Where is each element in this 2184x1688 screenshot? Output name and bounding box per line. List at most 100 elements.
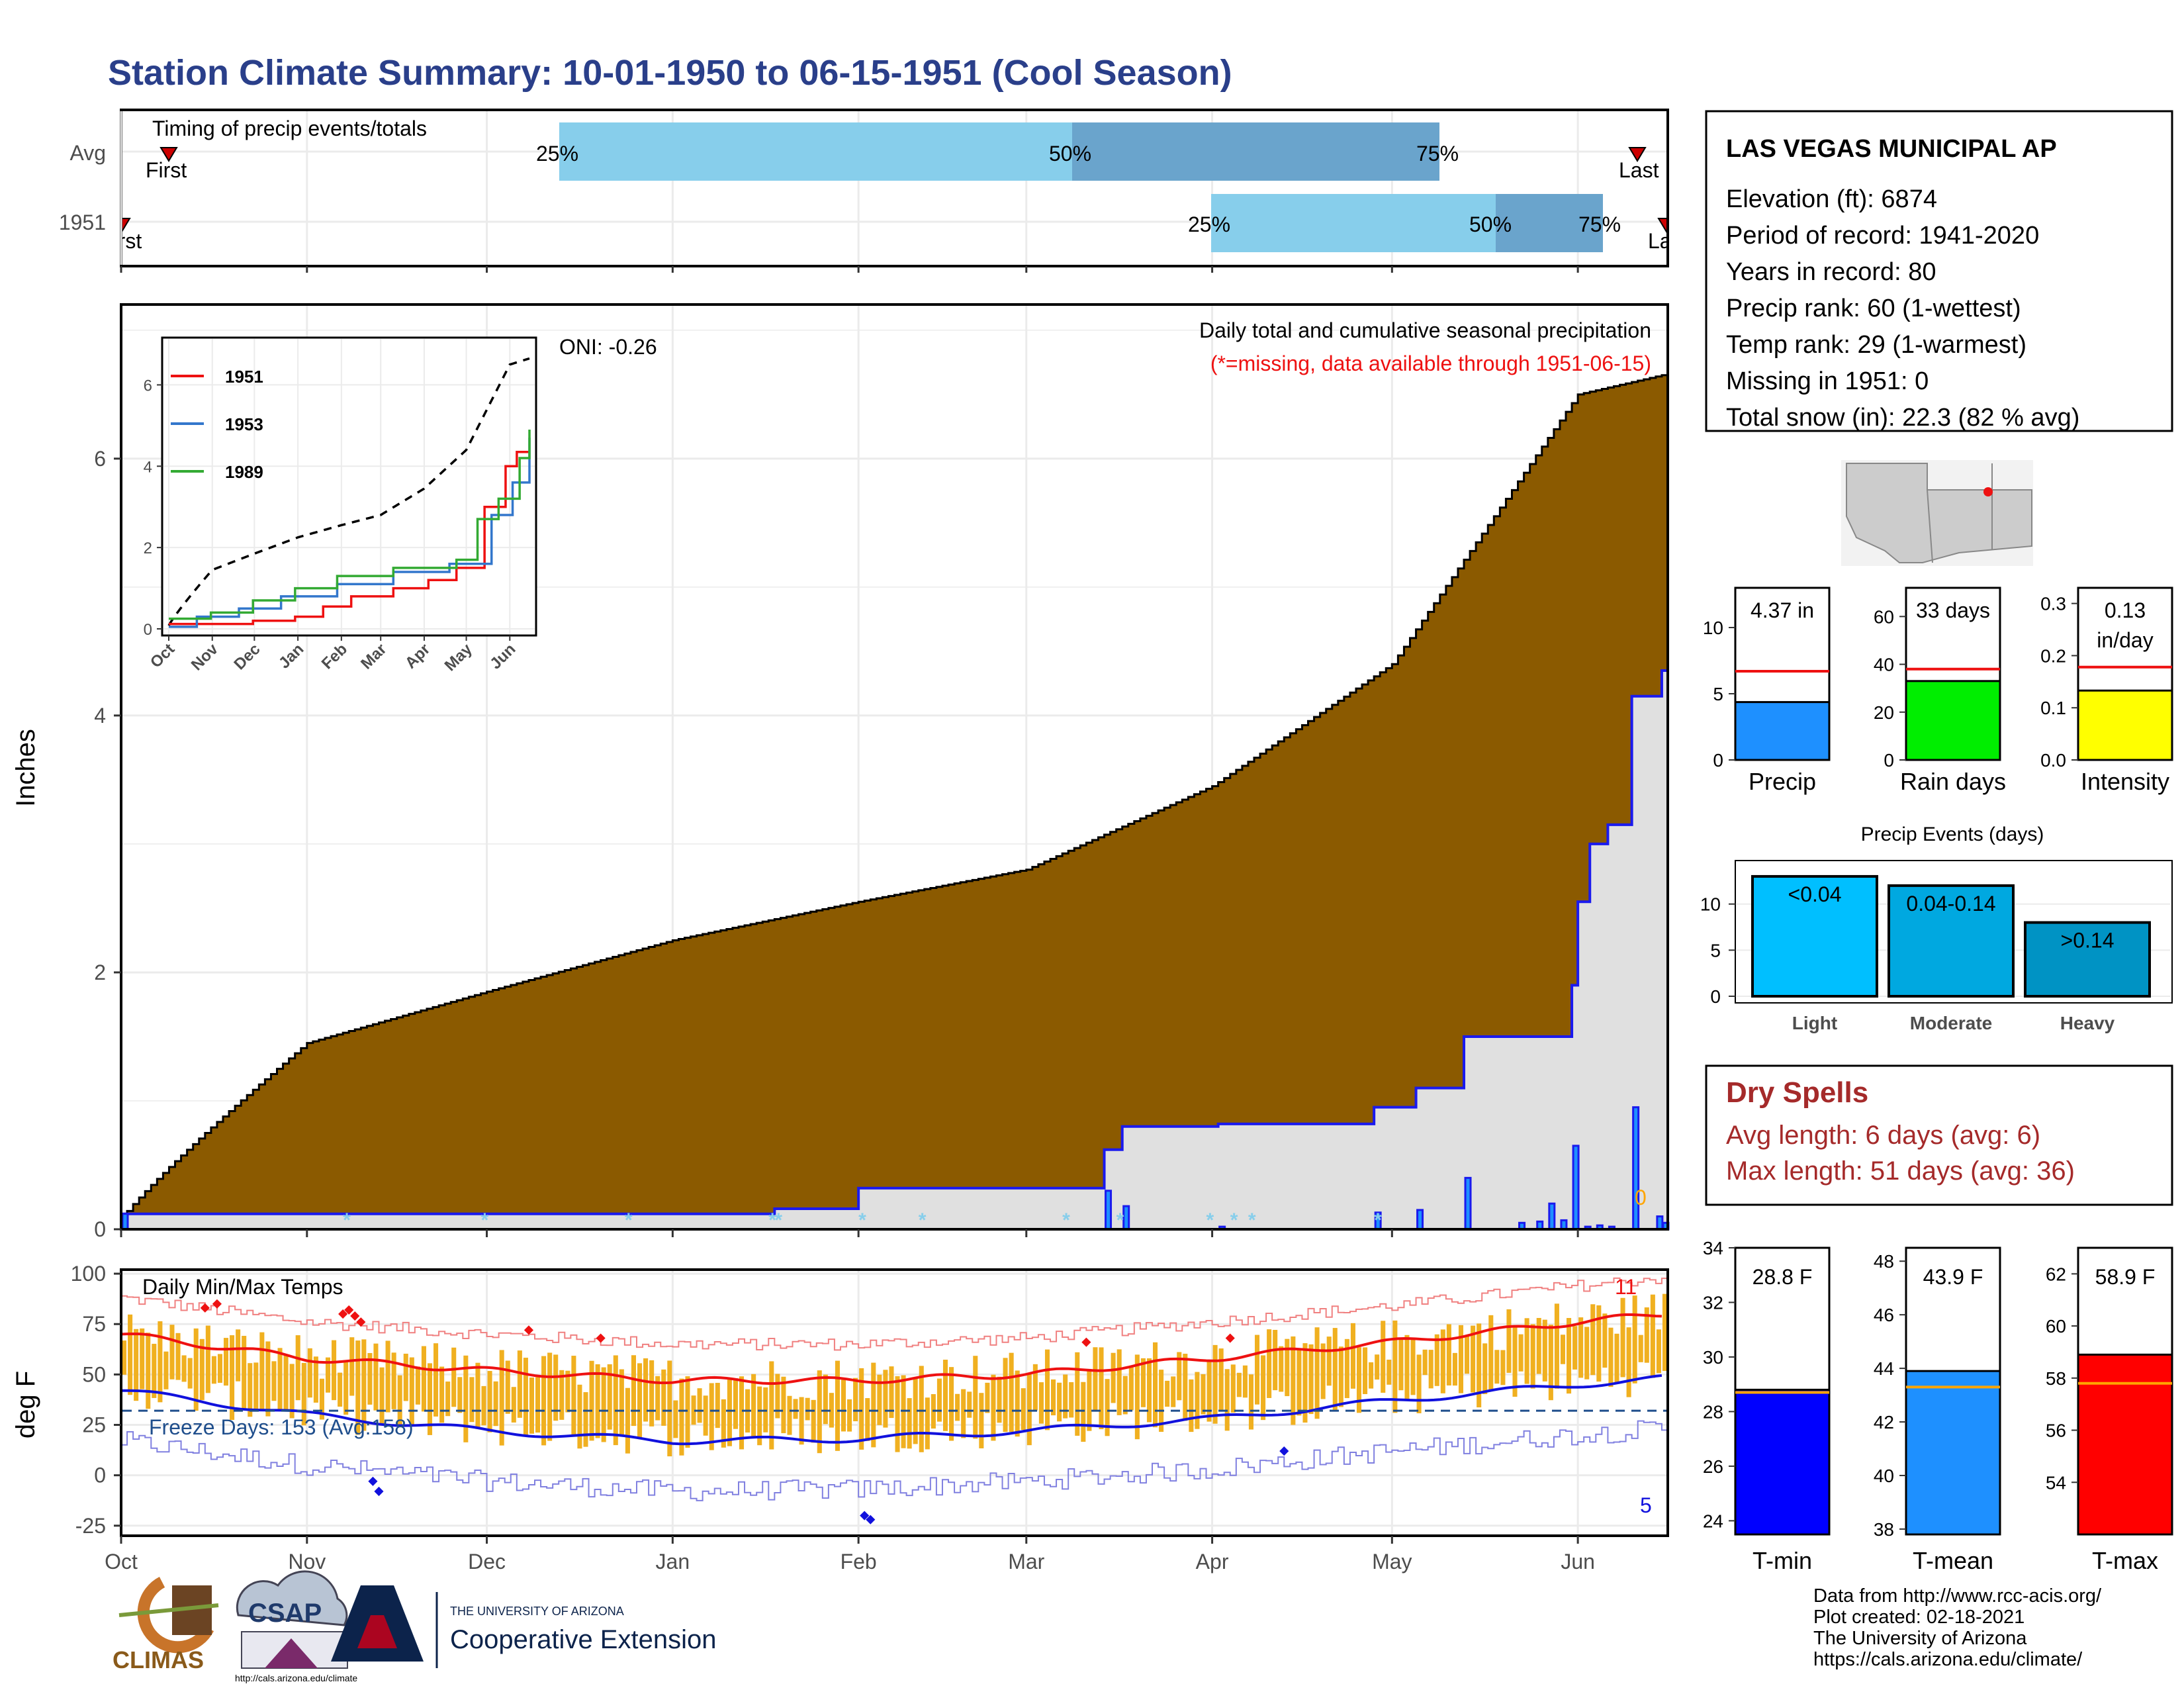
daily-temp-bar xyxy=(847,1399,852,1432)
temp-bar-label: T-min xyxy=(1752,1547,1812,1574)
daily-temp-bar xyxy=(625,1387,630,1454)
station-name: LAS VEGAS MUNICIPAL AP xyxy=(1726,135,2057,163)
daily-temp-bar xyxy=(1273,1329,1278,1391)
daily-temp-bar xyxy=(1614,1333,1619,1383)
daily-temp-bar xyxy=(571,1356,576,1437)
station-info-line: Period of record: 1941-2020 xyxy=(1726,222,2039,250)
mini-bar-tick-label: 60 xyxy=(1874,606,1894,627)
daily-temp-bar xyxy=(1662,1293,1667,1372)
events-bar-tag: 0.04-0.14 xyxy=(1906,892,1995,915)
daily-temp-bar xyxy=(535,1377,541,1433)
daily-temp-bar xyxy=(1494,1350,1500,1384)
ua-small-text: THE UNIVERSITY OF ARIZONA xyxy=(450,1605,624,1618)
daily-temp-bar xyxy=(1518,1334,1524,1372)
month-label: Dec xyxy=(468,1550,506,1573)
daily-temp-bar xyxy=(715,1383,720,1429)
daily-temp-bar xyxy=(691,1395,696,1425)
snow-marker: * xyxy=(919,1209,927,1231)
record-high-line xyxy=(121,1277,1668,1351)
mini-bar-tick-label: 0.2 xyxy=(2040,645,2066,666)
precip-ytick-label: 4 xyxy=(94,704,106,727)
daily-temp-bar xyxy=(1530,1324,1535,1389)
temp-bar-tick-label: 44 xyxy=(1874,1358,1894,1379)
daily-temp-bar xyxy=(475,1362,480,1429)
daily-precip-bar xyxy=(1548,1202,1556,1231)
month-label: Feb xyxy=(841,1550,877,1573)
temp-ytick-label: 25 xyxy=(82,1413,106,1437)
daily-temp-bar xyxy=(1560,1335,1566,1364)
temp-bar-tick-label: 34 xyxy=(1703,1238,1723,1258)
yr-p75: 75% xyxy=(1578,212,1621,236)
daily-temp-bar xyxy=(607,1364,612,1430)
daily-temp-bar xyxy=(673,1400,678,1438)
daily-temp-bar xyxy=(583,1392,588,1447)
snow-marker: * xyxy=(768,1209,776,1231)
events-tick-label: 0 xyxy=(1710,986,1721,1007)
mini-bar-value-text: 4.37 in xyxy=(1751,598,1814,622)
daily-temp-bar xyxy=(1230,1364,1236,1413)
daily-temp-bar xyxy=(1524,1318,1529,1384)
daily-temp-bar xyxy=(481,1385,486,1426)
daily-temp-bar xyxy=(1434,1334,1439,1386)
temp-bar-tick-label: 32 xyxy=(1703,1292,1723,1313)
precip-events-chart: Precip Events (days) 0 5 10 <0.04 Light 0.04-… xyxy=(1700,823,2173,1033)
avg-p25: 25% xyxy=(536,142,578,165)
avg-p75: 75% xyxy=(1416,142,1459,165)
daily-temp-bar xyxy=(140,1328,145,1389)
temp-bar-value-text: 28.8 F xyxy=(1752,1265,1813,1289)
daily-temp-bar xyxy=(1620,1297,1625,1378)
daily-temp-bar xyxy=(1320,1343,1326,1399)
station-info-line: Elevation (ft): 6874 xyxy=(1726,185,1937,213)
mini-bar-charts: 0 5 10 4.37 in Precip 0 20 40 60 33 days Rain days… xyxy=(1703,586,2173,795)
record-high-marker xyxy=(523,1325,534,1335)
daily-temp-bar xyxy=(1512,1327,1518,1397)
daily-temp-bar xyxy=(709,1383,714,1450)
daily-temp-bar xyxy=(985,1382,990,1413)
daily-temp-bar xyxy=(1038,1382,1044,1424)
inset-legend-label: 1989 xyxy=(225,462,263,482)
daily-temp-bar xyxy=(1404,1335,1410,1401)
daily-precip-bar xyxy=(1572,1145,1580,1231)
daily-temp-bar xyxy=(895,1376,900,1452)
daily-temp-bar xyxy=(619,1369,624,1435)
daily-temp-bar xyxy=(1201,1374,1206,1415)
daily-temp-bar xyxy=(451,1347,457,1407)
daily-temp-bar xyxy=(128,1314,133,1395)
daily-temp-bar xyxy=(889,1366,894,1419)
dry-spells-box: Dry Spells Avg length: 6 days (avg: 6) M… xyxy=(1705,1064,2173,1206)
daily-temp-bar xyxy=(1482,1343,1488,1395)
temp-bar-tick-label: 42 xyxy=(1874,1412,1894,1432)
daily-temp-bar xyxy=(433,1343,439,1417)
daily-temp-bar xyxy=(391,1352,396,1409)
temp-bar-tick-label: 40 xyxy=(1874,1466,1894,1486)
record-high-marker xyxy=(596,1333,606,1343)
record-high-marker xyxy=(200,1303,210,1313)
temp-ytick-label: 75 xyxy=(82,1312,106,1336)
daily-temp-bar xyxy=(511,1387,516,1423)
daily-temp-bar xyxy=(613,1355,618,1446)
daily-temp-bar xyxy=(1446,1324,1451,1385)
temp-bar-value xyxy=(2077,1353,2173,1536)
daily-temp-bar xyxy=(757,1386,762,1446)
yr-bar-50-75 xyxy=(1496,194,1603,252)
daily-temp-bar xyxy=(1146,1358,1152,1423)
daily-temp-bar xyxy=(169,1325,175,1380)
daily-temp-bar xyxy=(961,1389,966,1438)
daily-temp-bar xyxy=(817,1370,822,1454)
temp-bar-label: T-mean xyxy=(1913,1547,1993,1574)
events-tick-label: 5 xyxy=(1710,940,1721,961)
temp-ytick-label: 50 xyxy=(82,1362,106,1386)
timing-panel: Timing of precip events/totals 25% 50% 7… xyxy=(59,109,1669,267)
daily-temp-bar xyxy=(1171,1376,1176,1407)
daily-temp-bar xyxy=(349,1337,355,1396)
daily-temp-bar xyxy=(667,1360,672,1457)
daily-temp-bar xyxy=(1381,1321,1386,1393)
daily-temp-bar xyxy=(439,1366,445,1423)
daily-temp-bar xyxy=(385,1340,390,1413)
inset-line-1951 xyxy=(169,451,529,626)
station-dot xyxy=(1983,487,1993,496)
record-high-marker xyxy=(1225,1333,1235,1343)
daily-precip-bar xyxy=(1122,1205,1130,1231)
mini-bar-tick-label: 5 xyxy=(1713,684,1723,704)
